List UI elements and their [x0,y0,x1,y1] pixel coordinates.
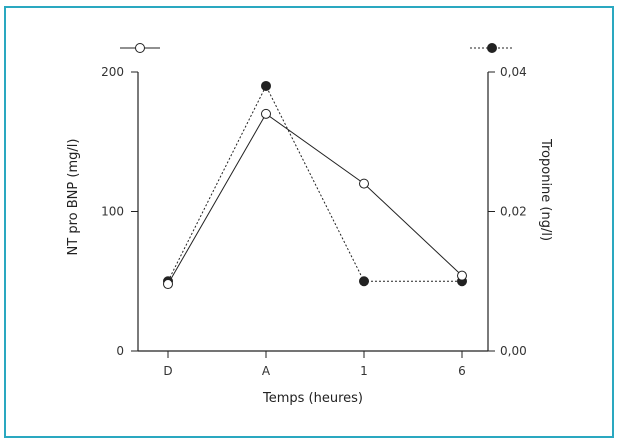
x-tick-label: 6 [458,364,466,378]
legend-open-circle-series [120,43,160,53]
right-tick-label: 0,04 [500,65,527,79]
nt-pro-bnp-point [163,279,173,290]
x-axis-title: Temps (heures) [262,391,363,406]
troponine-series-line [167,84,462,282]
nt-pro-bnp-point [261,108,271,119]
nt-pro-bnp-point [359,178,369,189]
legend-filled-circle-series [470,43,514,53]
troponine-point [359,276,369,287]
left-tick-label: 200 [101,65,124,79]
nt-pro-bnp-series-line [167,113,463,285]
right-tick-label: 0,02 [500,205,527,219]
troponine-point [261,80,271,91]
x-tick-label: A [262,364,271,378]
nt-pro-bnp-point [457,270,467,281]
chart-frame [4,6,614,438]
left-tick-label: 0 [116,344,124,358]
x-tick-label: 1 [360,364,368,378]
right-tick-label: 0,00 [500,344,527,358]
left-tick-label: 100 [101,205,124,219]
right-axis-title: Troponine (ng/l) [538,138,553,241]
x-tick-label: D [163,364,172,378]
left-axis-title: NT pro BNP (mg/l) [66,139,81,256]
